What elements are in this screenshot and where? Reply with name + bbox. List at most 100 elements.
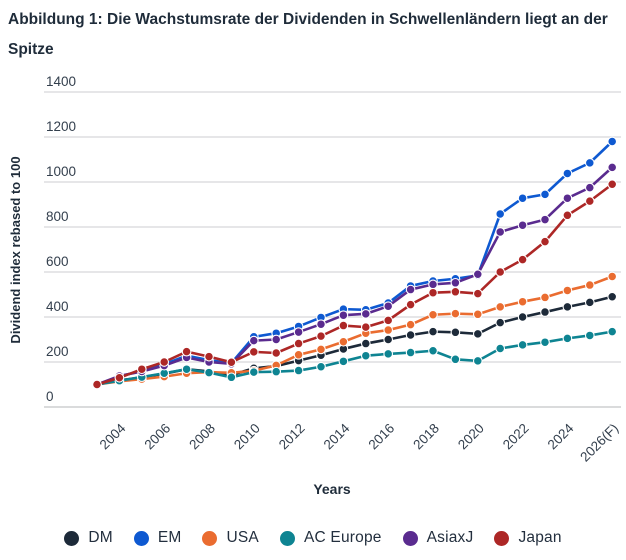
data-point <box>360 309 371 319</box>
x-tick-label: 2010 <box>231 421 263 453</box>
data-point <box>383 301 394 312</box>
legend-dot <box>202 530 218 546</box>
x-axis-title: Years <box>313 481 351 497</box>
data-point <box>540 214 550 225</box>
data-point <box>293 338 304 349</box>
data-point <box>316 361 326 372</box>
data-point <box>562 302 573 312</box>
data-point <box>450 327 461 338</box>
y-tick-label: 0 <box>46 389 54 404</box>
data-point <box>540 292 550 303</box>
data-point <box>383 325 394 335</box>
data-point <box>562 285 573 296</box>
data-point <box>517 254 528 265</box>
data-point <box>472 329 483 339</box>
legend-label: Japan <box>518 529 562 546</box>
data-point <box>92 379 102 390</box>
data-point <box>383 334 394 345</box>
data-point <box>181 346 192 357</box>
data-point <box>450 308 461 319</box>
x-tick-label: 2022 <box>500 421 532 453</box>
data-point <box>472 288 483 299</box>
data-point <box>472 356 483 366</box>
data-point <box>114 372 125 383</box>
data-point <box>181 364 192 375</box>
data-point <box>338 356 349 367</box>
legend-item-dm: DM <box>64 529 113 547</box>
figure-title: Abbildung 1: Die Wachstumsrate der Divid… <box>8 11 608 58</box>
y-tick-label: 1200 <box>46 119 76 134</box>
x-tick-label: 2014 <box>321 420 353 452</box>
data-point <box>293 365 304 376</box>
data-point <box>517 296 528 307</box>
y-tick-label: 1000 <box>46 164 76 179</box>
legend-item-japan: Japan <box>494 529 561 547</box>
data-point <box>271 334 282 345</box>
data-point <box>584 196 595 206</box>
x-tick-label: 2016 <box>365 421 397 453</box>
data-point <box>316 331 326 341</box>
series-line-asiaxj <box>95 166 614 386</box>
dividend-line-chart: 0 200 400 600 800 1000 1200 1400 2004 2006 2008 201… <box>8 74 621 497</box>
data-point <box>607 326 618 337</box>
data-point <box>607 271 618 282</box>
data-point <box>584 297 595 308</box>
data-point <box>495 267 506 277</box>
data-point <box>428 326 438 337</box>
data-point <box>248 347 259 357</box>
data-point <box>562 210 573 221</box>
data-point <box>584 158 595 168</box>
y-tick-label: 200 <box>46 344 69 359</box>
data-point <box>540 307 550 317</box>
data-point <box>562 193 573 204</box>
legend-dot <box>494 530 510 546</box>
series-line-japan <box>95 182 614 386</box>
data-point <box>517 312 528 322</box>
data-point <box>293 327 304 337</box>
legend-label: EM <box>157 529 182 546</box>
data-point <box>226 372 237 383</box>
y-tick-label: 800 <box>46 209 69 224</box>
data-point <box>383 349 394 359</box>
data-point <box>271 366 282 377</box>
data-point <box>248 335 259 346</box>
data-point <box>450 277 461 288</box>
legend-item-asiaxj: AsiaxJ <box>402 529 474 547</box>
data-point <box>584 182 595 193</box>
data-point <box>517 340 528 350</box>
legend-item-ac-europe: AC Europe <box>279 529 382 547</box>
legend-label: DM <box>88 529 113 546</box>
data-point <box>136 364 147 375</box>
legend-dot <box>64 530 80 546</box>
data-point <box>540 236 550 247</box>
data-point <box>428 287 438 298</box>
data-point <box>271 348 282 358</box>
legend-item-em: EM <box>133 529 182 547</box>
legend-dot <box>133 530 149 546</box>
legend-dot <box>279 530 295 546</box>
data-point <box>204 367 214 378</box>
x-tick-label: 2006 <box>141 421 173 453</box>
data-point <box>450 354 461 365</box>
x-tick-label: 2018 <box>410 421 442 453</box>
chart-legend: DM EM USA AC Europe AsiaxJ Japan <box>0 529 626 547</box>
data-point <box>472 269 483 280</box>
data-point <box>517 220 528 231</box>
x-tick-label: 2004 <box>97 420 129 452</box>
data-point <box>540 337 550 348</box>
y-tick-label: 1400 <box>46 74 76 89</box>
data-point <box>540 189 550 200</box>
data-point <box>584 330 595 341</box>
legend-dot <box>402 530 418 546</box>
data-point <box>316 319 326 330</box>
data-point <box>316 344 326 355</box>
legend-item-usa: USA <box>202 529 259 547</box>
series-line-usa <box>95 275 614 386</box>
data-point <box>360 338 371 349</box>
data-point <box>405 299 416 310</box>
data-point <box>428 345 438 356</box>
data-point <box>517 193 528 204</box>
data-point <box>495 227 506 237</box>
series-line-em <box>95 140 614 386</box>
y-tick-label: 400 <box>46 299 69 314</box>
